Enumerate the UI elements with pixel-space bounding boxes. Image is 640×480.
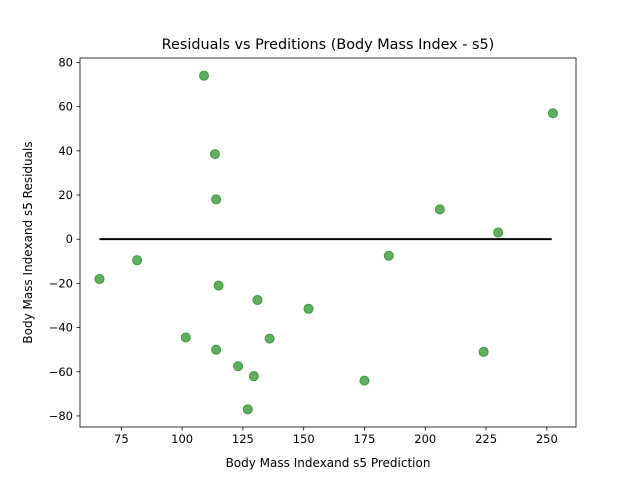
x-tick-label: 150 bbox=[293, 432, 315, 446]
y-tick-label: −60 bbox=[49, 365, 73, 379]
scatter-point bbox=[132, 255, 143, 266]
scatter-point bbox=[199, 70, 209, 81]
x-tick-label: 100 bbox=[171, 432, 193, 446]
x-tick-label: 225 bbox=[475, 432, 497, 446]
scatter-point bbox=[242, 404, 253, 415]
scatter-point bbox=[211, 344, 222, 355]
y-tick-label: −80 bbox=[49, 409, 73, 423]
scatter-point bbox=[94, 273, 105, 284]
x-tick-label: 175 bbox=[353, 432, 375, 446]
scatter-point bbox=[547, 108, 558, 119]
chart-marks bbox=[94, 70, 558, 415]
scatter-point bbox=[211, 194, 222, 205]
scatter-point bbox=[213, 280, 224, 291]
y-tick-label: 60 bbox=[58, 100, 73, 114]
scatter-point bbox=[252, 294, 263, 305]
scatter-point bbox=[264, 333, 275, 344]
scatter-point bbox=[493, 227, 504, 238]
scatter-point bbox=[180, 332, 191, 343]
y-tick-label: −40 bbox=[49, 321, 73, 335]
scatter-point bbox=[209, 149, 220, 160]
scatter-point bbox=[248, 371, 259, 382]
y-axis-label: Body Mass Indexand s5 Residuals bbox=[21, 141, 35, 343]
scatter-point bbox=[303, 303, 314, 314]
y-tick-label: 80 bbox=[58, 55, 73, 69]
scatter-point bbox=[383, 250, 394, 261]
y-tick-label: 0 bbox=[66, 232, 73, 246]
x-axis-label: Body Mass Indexand s5 Prediction bbox=[226, 456, 431, 470]
y-tick-label: 20 bbox=[58, 188, 73, 202]
scatter-point bbox=[434, 204, 445, 215]
chart-title: Residuals vs Preditions (Body Mass Index… bbox=[162, 37, 495, 53]
x-tick-label: 75 bbox=[114, 432, 129, 446]
x-tick-label: 125 bbox=[232, 432, 254, 446]
y-tick-label: 40 bbox=[58, 144, 73, 158]
scatter-point bbox=[233, 361, 244, 372]
scatter-point bbox=[359, 375, 370, 386]
axis-ticks: 75 100 125 150 175 200 225 250 −80 −60 −40 −20 0 20 40… bbox=[49, 55, 558, 446]
plot-frame bbox=[79, 57, 577, 428]
y-tick-label: −20 bbox=[49, 276, 73, 290]
scatter-point bbox=[478, 346, 489, 357]
x-tick-label: 200 bbox=[414, 432, 436, 446]
x-tick-label: 250 bbox=[536, 432, 558, 446]
